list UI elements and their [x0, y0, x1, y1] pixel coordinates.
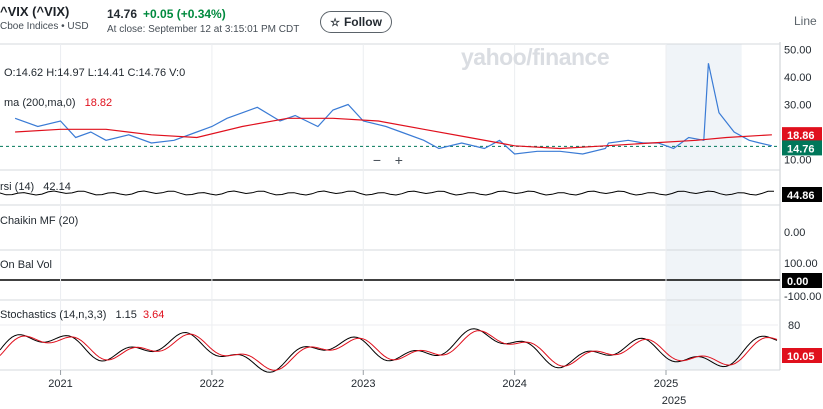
price-badge-label: 14.76: [787, 143, 815, 155]
stochastics-k-value: 1.15: [115, 309, 137, 321]
yahoo-finance-watermark: yahoo/finance: [461, 44, 610, 70]
ohlc-readout: O:14.62 H:14.97 L:14.41 C:14.76 V:0: [4, 67, 186, 79]
zoom-control: − +: [368, 152, 408, 168]
price-change: +0.05 (+0.34%): [143, 7, 226, 21]
stochastics-legend-label: Stochastics (14,n,3,3): [0, 309, 107, 321]
rsi-legend-label: rsi (14): [0, 181, 35, 193]
stochastics-legend[interactable]: Stochastics (14,n,3,3) 1.15 3.64: [0, 309, 164, 321]
price-y-tick: 50.00: [784, 45, 812, 57]
chaikin-y-tick: 0.00: [784, 227, 805, 239]
obv-badge: [782, 273, 822, 288]
x-tick-label: 2025: [654, 378, 678, 390]
rsi-badge: [782, 187, 822, 202]
stochastics-d-line: [0, 330, 778, 371]
ma-legend-label: ma (200,ma,0): [4, 97, 76, 109]
follow-label: Follow: [343, 15, 382, 29]
price-y-tick: 40.00: [784, 72, 812, 84]
obv-y-tick: 100.00: [784, 258, 818, 270]
ma-200-line: [15, 117, 772, 150]
ticker-title: ^VIX (^VIX): [0, 4, 70, 19]
current-price: 14.76: [107, 7, 138, 21]
star-icon: ☆: [330, 16, 340, 29]
x-tick-label: 2023: [351, 378, 375, 390]
price-y-tick: 30.00: [784, 100, 812, 112]
x-tick-label: 2021: [48, 378, 72, 390]
x-tick-label: 2022: [200, 378, 224, 390]
rsi-legend[interactable]: rsi (14) 42.14: [0, 181, 71, 193]
highlight-band: [665, 44, 742, 370]
follow-button[interactable]: ☆ Follow: [320, 11, 392, 33]
chaikin-legend[interactable]: Chaikin MF (20): [0, 215, 79, 227]
zoom-in-button[interactable]: +: [394, 152, 403, 168]
x-highlight-label: 2025: [662, 395, 686, 407]
obv-badge-label: 0.00: [787, 276, 808, 288]
zoom-out-button[interactable]: −: [372, 152, 382, 168]
price-badge: [782, 140, 822, 156]
stoch-y-tick: 80: [788, 320, 800, 332]
obv-y-tick: -100.00: [784, 291, 821, 303]
rsi-legend-value: 42.14: [43, 181, 71, 193]
ma-badge: [782, 127, 822, 143]
ma-legend-value: 18.82: [84, 97, 113, 109]
ma-legend[interactable]: ma (200,ma,0) 18.82: [4, 97, 112, 109]
price-y-tick: 10.00: [784, 155, 812, 167]
close-timestamp: At close: September 12 at 3:15:01 PM CDT: [107, 24, 300, 35]
stochastics-badge: [782, 348, 822, 363]
stochastics-k-line: [0, 328, 778, 373]
ma-badge-label: 18.86: [787, 130, 815, 142]
chart-type-selector[interactable]: Line: [794, 14, 817, 28]
stochastics-badge-label: 10.05: [787, 351, 815, 363]
rsi-line: [0, 190, 775, 196]
exchange-label: Cboe Indices • USD: [0, 21, 89, 32]
rsi-badge-label: 44.86: [787, 190, 815, 202]
stochastics-d-value: 3.64: [142, 309, 165, 321]
obv-legend[interactable]: On Bal Vol: [0, 259, 52, 271]
x-tick-label: 2024: [502, 378, 526, 390]
